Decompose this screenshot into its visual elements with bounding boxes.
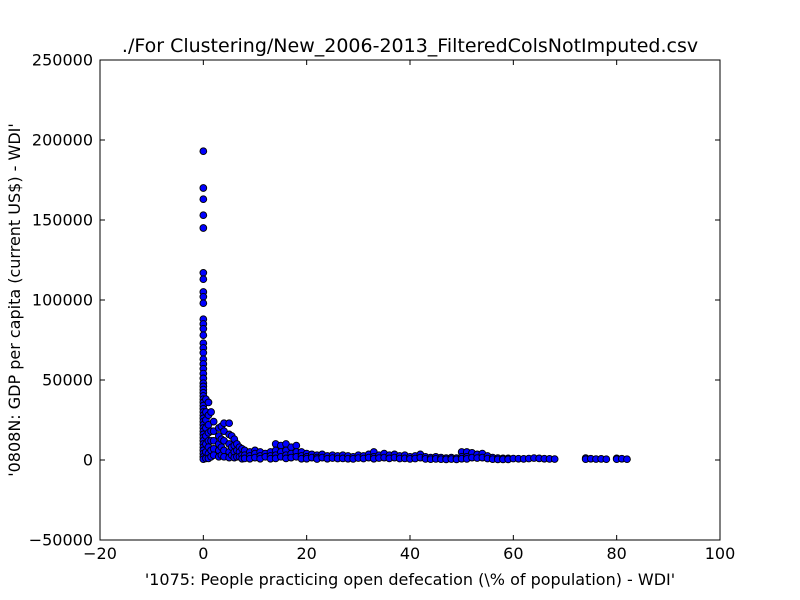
x-tick-label: 0 xyxy=(198,544,208,563)
x-tick-label: 80 xyxy=(606,544,626,563)
data-point xyxy=(199,184,208,192)
data-point xyxy=(550,455,559,463)
data-point xyxy=(207,408,215,416)
data-point xyxy=(199,211,208,220)
y-tick-label: 0 xyxy=(83,451,93,470)
y-tick-label: 50000 xyxy=(42,371,93,390)
data-point xyxy=(199,268,208,277)
data-point xyxy=(199,331,208,340)
y-tick-label: −50000 xyxy=(29,531,93,550)
ticks-layer: −20 0 20 40 60 80 100 −50000 0 50000 100000 150000 2… xyxy=(29,51,736,564)
data-point xyxy=(199,299,208,308)
data-point xyxy=(623,455,631,464)
points-layer xyxy=(199,147,631,464)
data-point xyxy=(199,224,208,232)
data-point xyxy=(602,455,611,464)
data-point xyxy=(199,275,208,284)
data-point xyxy=(199,324,208,333)
data-point xyxy=(199,348,208,357)
x-tick-label: −20 xyxy=(83,544,117,563)
data-point xyxy=(199,195,208,204)
y-tick-label: 250000 xyxy=(32,51,93,70)
chart-title: ./For Clustering/New_2006-2013_FilteredC… xyxy=(122,35,698,57)
data-point xyxy=(292,441,301,450)
x-tick-label: 20 xyxy=(296,544,316,563)
y-tick-label: 100000 xyxy=(32,291,93,310)
x-axis-label: '1075: People practicing open defecation… xyxy=(145,570,675,589)
y-tick-label: 200000 xyxy=(32,131,93,150)
x-tick-label: 60 xyxy=(503,544,523,563)
x-tick-label: 100 xyxy=(705,544,736,563)
y-tick-label: 150000 xyxy=(32,211,93,230)
y-axis-label: '0808N: GDP per capita (current US$) - W… xyxy=(5,123,24,477)
data-point xyxy=(209,417,218,426)
x-tick-label: 40 xyxy=(400,544,420,563)
data-point xyxy=(225,419,234,428)
data-point xyxy=(199,292,208,301)
data-point xyxy=(199,147,208,156)
data-point xyxy=(204,398,213,407)
